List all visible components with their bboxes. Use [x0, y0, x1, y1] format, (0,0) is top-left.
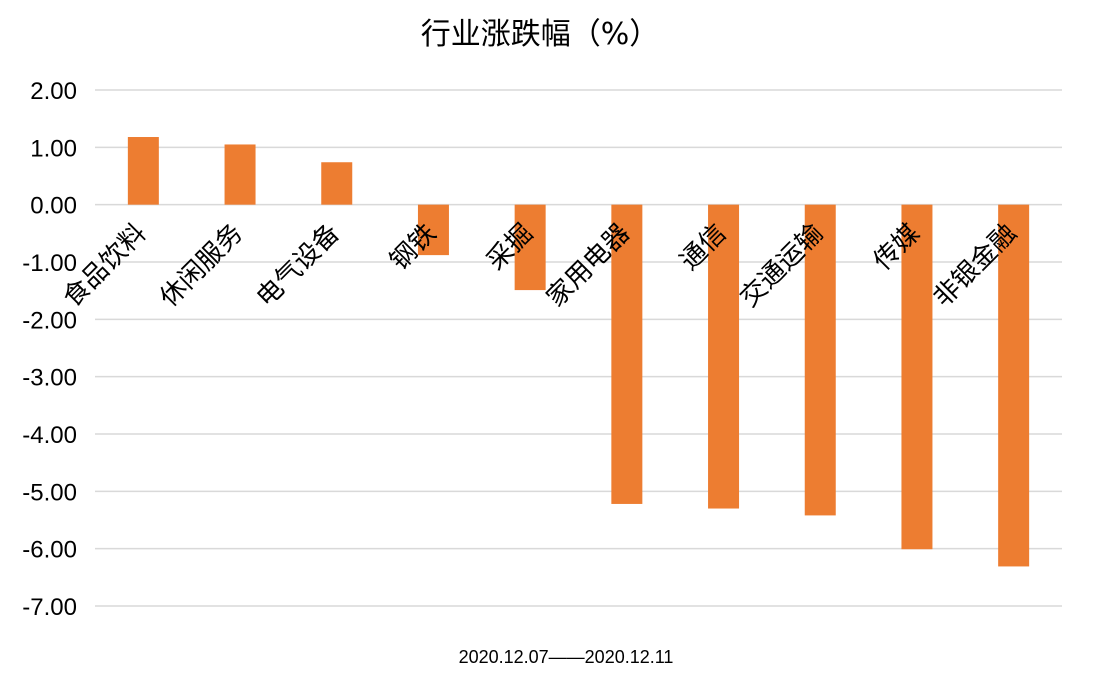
bar: [611, 204, 643, 504]
category-label: 电气设备: [251, 218, 346, 313]
y-tick-label: -1.00: [22, 250, 77, 277]
bar: [708, 204, 740, 509]
bars: [127, 137, 1030, 567]
y-tick-label: -7.00: [22, 594, 77, 621]
bar: [417, 204, 449, 256]
y-tick-label: 2.00: [30, 78, 77, 105]
chart-title: 行业涨跌幅（%）: [421, 17, 660, 52]
x-axis-label: 2020.12.07——2020.12.11: [459, 647, 674, 667]
y-tick-label: -2.00: [22, 307, 77, 334]
y-tick-label: 1.00: [30, 135, 77, 162]
y-tick-label: 0.00: [30, 193, 77, 220]
y-tick-label: -6.00: [22, 537, 77, 564]
category-label: 休闲服务: [154, 218, 249, 313]
bar: [224, 144, 256, 205]
bar: [901, 204, 933, 550]
bar: [998, 204, 1030, 567]
y-axis-tick-labels: 2.00 1.00 0.00 -1.00 -2.00 -3.00 -4.00 -5.00 -6.…: [22, 78, 77, 621]
y-tick-label: -5.00: [22, 479, 77, 506]
y-tick-label: -4.00: [22, 422, 77, 449]
bar: [514, 204, 546, 291]
y-tick-label: -3.00: [22, 365, 77, 392]
bar: [127, 137, 159, 205]
gridlines: [95, 89, 1062, 607]
bar: [804, 204, 836, 516]
bar: [321, 162, 353, 205]
